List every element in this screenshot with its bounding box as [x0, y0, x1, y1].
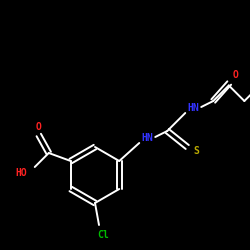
Text: O: O [36, 122, 42, 132]
Text: Cl: Cl [97, 230, 109, 240]
Text: HN: HN [187, 103, 199, 113]
Text: HO: HO [15, 168, 27, 178]
Text: S: S [193, 146, 199, 156]
Text: HN: HN [141, 133, 153, 143]
Text: O: O [232, 70, 238, 80]
